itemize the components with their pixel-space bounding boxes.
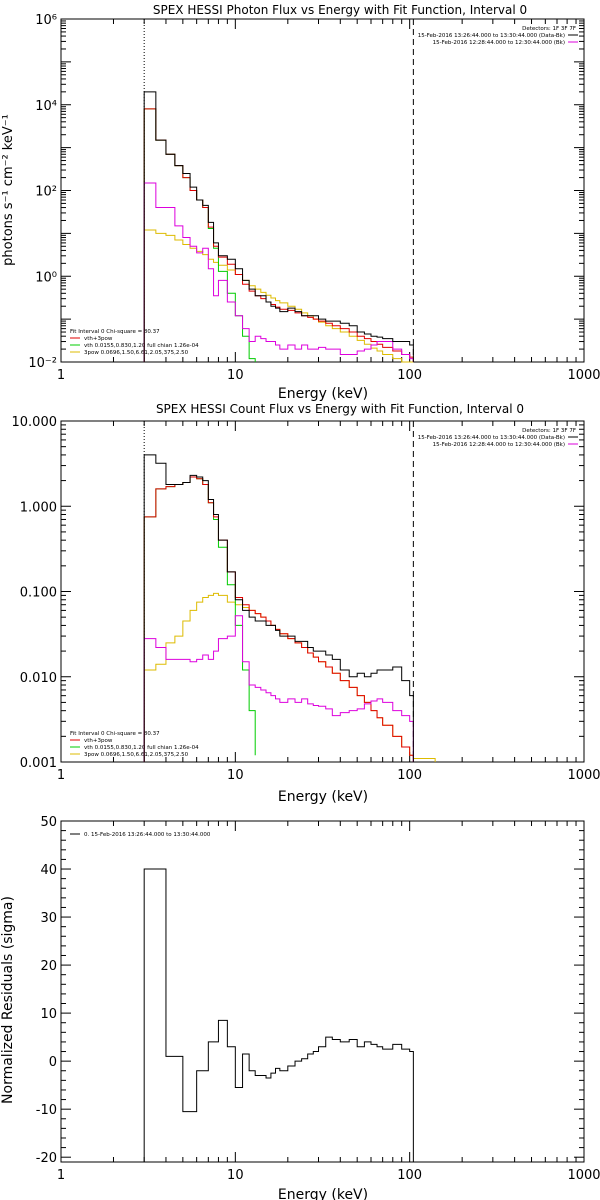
y-tick-label: 50 bbox=[40, 815, 57, 830]
y-tick-label: 10.000 bbox=[12, 415, 58, 430]
series-bk bbox=[143, 182, 414, 362]
y-tick-label: 10⁶ bbox=[35, 13, 57, 28]
photon-flux-title: SPEX HESSI Photon Flux vs Energy with Fi… bbox=[153, 3, 527, 17]
count-flux-plot-frame bbox=[60, 420, 585, 763]
residuals-x-axis-label: Energy (keV) bbox=[278, 1187, 368, 1200]
y-tick-label: 10⁴ bbox=[35, 99, 57, 114]
count-flux-bottom-legend: Fit Interval 0 Chi-square = 80.37 vth+3p… bbox=[70, 731, 199, 758]
series-data-bk bbox=[143, 454, 414, 762]
y-tick-label: 0.010 bbox=[20, 671, 57, 686]
pow-legend-text-2: 3pow 0.0696,1.50,6.61,2.05,375,2.50 bbox=[84, 752, 189, 758]
series-0-15-feb-2016-13-26-44-000-to-13-30-44-000 bbox=[143, 868, 414, 1162]
photon-flux-bottom-legend: Fit Interval 0 Chi-square = 80.37 vth+3p… bbox=[70, 329, 199, 356]
detectors-legend-text-2: Detectors: 1F 3F 7F bbox=[522, 428, 576, 434]
detectors-legend-text: Detectors: 1F 3F 7F bbox=[522, 26, 576, 32]
residuals-y-axis-label: Normalized Residuals (sigma) bbox=[0, 896, 16, 1104]
series-vth bbox=[143, 108, 256, 362]
y-tick-label: -20 bbox=[36, 1151, 57, 1166]
vth-legend-text-2: vth 0.0155,0.830,1.20 full chian 1.26e-0… bbox=[84, 745, 199, 751]
y-tick-label: 10² bbox=[35, 185, 57, 200]
x-tick-label: 1 bbox=[57, 1168, 65, 1183]
y-tick-label: 10⁻² bbox=[28, 356, 57, 371]
x-tick-label: 1000 bbox=[567, 768, 600, 783]
x-tick-label: 1000 bbox=[567, 368, 600, 383]
y-tick-label: 0 bbox=[49, 1055, 57, 1070]
photon-flux-panel: SPEX HESSI Photon Flux vs Energy with Fi… bbox=[1, 3, 600, 402]
y-tick-label: 20 bbox=[40, 959, 57, 974]
residuals-legend-text: 0. 15-Feb-2016 13:26:44.000 to 13:30:44.… bbox=[84, 832, 211, 838]
x-tick-label: 1 bbox=[57, 368, 65, 383]
x-tick-label: 10 bbox=[227, 368, 244, 383]
y-tick-label: 0.100 bbox=[20, 586, 57, 601]
y-tick-label: -10 bbox=[36, 1103, 57, 1118]
total-legend-text-2: vth+3pow bbox=[84, 738, 113, 744]
x-tick-label: 10 bbox=[227, 768, 244, 783]
x-tick-label: 1 bbox=[57, 768, 65, 783]
residuals-plot-frame bbox=[60, 820, 585, 1163]
fit-interval-legend-text-2: Fit Interval 0 Chi-square = 80.37 bbox=[70, 731, 160, 737]
data-bk-legend-text-2: 15-Feb-2016 13:26:44.000 to 13:30:44.000… bbox=[418, 435, 565, 441]
x-tick-label: 10 bbox=[227, 1168, 244, 1183]
series-vth-3pow bbox=[143, 108, 414, 362]
x-tick-label: 1000 bbox=[567, 1168, 600, 1183]
vth-legend-text: vth 0.0155,0.830,1.20 full chian 1.26e-0… bbox=[84, 343, 199, 349]
fit-interval-legend-text: Fit Interval 0 Chi-square = 80.37 bbox=[70, 329, 160, 335]
series-vth-3pow bbox=[143, 476, 414, 762]
count-flux-title: SPEX HESSI Count Flux vs Energy with Fit… bbox=[156, 402, 524, 416]
residuals-panel: Energy (keV) Normalized Residuals (sigma… bbox=[0, 815, 600, 1200]
data-bk-legend-text: 15-Feb-2016 13:26:44.000 to 13:30:44.000… bbox=[418, 33, 565, 39]
photon-flux-x-axis-label: Energy (keV) bbox=[278, 386, 368, 402]
y-tick-label: 10 bbox=[40, 1007, 57, 1022]
photon-flux-y-axis-label: photons s⁻¹ cm⁻² keV⁻¹ bbox=[1, 114, 16, 266]
count-flux-panel: SPEX HESSI Count Flux vs Energy with Fit… bbox=[12, 402, 600, 805]
residuals-legend: 0. 15-Feb-2016 13:26:44.000 to 13:30:44.… bbox=[70, 832, 211, 838]
x-tick-label: 100 bbox=[397, 1168, 422, 1183]
series-vth bbox=[143, 476, 256, 762]
pow-legend-text: 3pow 0.0696,1.50,6.61,2.05,375,2.50 bbox=[84, 350, 189, 356]
y-tick-label: 1.000 bbox=[20, 500, 57, 515]
photon-flux-plot-frame bbox=[60, 18, 585, 363]
total-legend-text: vth+3pow bbox=[84, 336, 113, 342]
x-tick-label: 100 bbox=[397, 768, 422, 783]
bk-legend-text: 15-Feb-2016 12:28:44.000 to 12:30:44.000… bbox=[433, 40, 565, 46]
series-3pow bbox=[143, 592, 436, 762]
x-tick-label: 100 bbox=[397, 368, 422, 383]
photon-flux-top-legend: Detectors: 1F 3F 7F 15-Feb-2016 13:26:44… bbox=[418, 26, 578, 46]
y-tick-label: 10⁰ bbox=[35, 270, 57, 285]
y-tick-label: 30 bbox=[40, 911, 57, 926]
y-tick-label: 0.001 bbox=[20, 756, 57, 771]
count-flux-x-axis-label: Energy (keV) bbox=[278, 789, 368, 805]
count-flux-top-legend: Detectors: 1F 3F 7F 15-Feb-2016 13:26:44… bbox=[418, 428, 578, 448]
series-bk bbox=[143, 615, 414, 762]
y-tick-label: 40 bbox=[40, 863, 57, 878]
series-data-bk bbox=[143, 91, 414, 362]
bk-legend-text-2: 15-Feb-2016 12:28:44.000 to 12:30:44.000… bbox=[433, 442, 565, 448]
